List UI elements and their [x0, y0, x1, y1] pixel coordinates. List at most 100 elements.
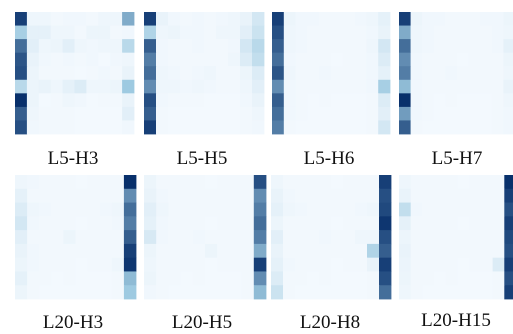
heatmap-cell — [342, 93, 355, 108]
heatmap-cell — [503, 66, 513, 81]
heatmap-cell — [445, 66, 458, 81]
heatmap-cell — [319, 257, 332, 272]
heatmap-cell — [123, 175, 137, 190]
heatmap-cell — [503, 39, 513, 54]
heatmap-cell — [366, 106, 379, 121]
heatmap-cell — [99, 202, 113, 217]
panel-caption: L5-H5 — [177, 148, 228, 169]
heatmap-cell — [491, 12, 504, 26]
heatmap-cell — [457, 202, 470, 217]
heatmap-cell — [156, 66, 169, 81]
heatmap-cell — [27, 243, 40, 259]
heatmap-cell — [307, 120, 320, 135]
heatmap-cell — [295, 202, 308, 217]
heatmap-cell — [354, 25, 367, 40]
heatmap-cell — [379, 243, 392, 259]
heatmap-cell — [229, 243, 242, 259]
heatmap-cell — [445, 25, 458, 40]
heatmap-cell — [410, 93, 423, 108]
heatmap-cell — [468, 39, 481, 54]
heatmap-cell — [445, 285, 458, 300]
heatmap-cell — [15, 285, 28, 300]
heatmap-cell — [295, 285, 308, 300]
heatmap-cell — [144, 257, 157, 272]
heatmap-cell — [283, 271, 296, 286]
heatmap-cell — [319, 175, 332, 190]
heatmap-cell — [480, 257, 493, 272]
heatmap-cell — [87, 285, 101, 300]
heatmap-cell — [98, 79, 111, 94]
heatmap-cell — [98, 106, 111, 121]
heatmap-cell — [180, 271, 194, 286]
heatmap-cell — [331, 216, 344, 231]
heatmap-cell — [480, 39, 493, 54]
heatmap-cell — [63, 243, 76, 259]
heatmap-cell — [110, 25, 123, 40]
heatmap-cell — [469, 271, 482, 286]
heatmap-cell — [283, 243, 296, 259]
heatmap-cell — [217, 243, 230, 259]
heatmap-cell — [156, 257, 169, 272]
heatmap-cell — [283, 39, 296, 54]
heatmap-cell — [86, 106, 99, 121]
heatmap-cell — [156, 230, 169, 245]
heatmap-cell — [192, 257, 206, 272]
heatmap-cell — [62, 66, 75, 81]
heatmap-cell — [74, 106, 87, 121]
heatmap-cell — [192, 175, 206, 190]
heatmap-cell — [379, 257, 392, 272]
heatmap-cell — [457, 243, 470, 259]
heatmap-cell — [252, 66, 265, 81]
heatmap-cell — [240, 66, 253, 81]
heatmap-cell — [27, 230, 40, 245]
heatmap-cell — [343, 216, 356, 231]
heatmap-cell — [354, 66, 367, 81]
heatmap-cell — [51, 230, 64, 245]
heatmap-cell — [331, 25, 344, 40]
heatmap-cell — [272, 120, 285, 135]
heatmap-cell — [74, 93, 87, 108]
heatmap-cell — [283, 285, 296, 300]
heatmap-cell — [410, 25, 423, 40]
heatmap-cell — [99, 257, 113, 272]
heatmap-cell — [295, 12, 308, 26]
heatmap-cell — [272, 52, 285, 67]
heatmap-cell — [399, 202, 412, 217]
heatmap-cell — [26, 93, 40, 108]
heatmap-cell — [180, 12, 193, 26]
heatmap-cell — [15, 66, 28, 81]
heatmap-panel-l5-h6: L5-H6 — [272, 12, 391, 169]
heatmap-cell — [217, 216, 230, 231]
heatmap-cell — [205, 230, 218, 245]
heatmap-cell — [355, 202, 368, 217]
heatmap-cell — [144, 39, 157, 54]
heatmap-cell — [156, 216, 169, 231]
heatmap-cell — [410, 52, 423, 67]
heatmap-cell — [50, 106, 63, 121]
heatmap-cell — [433, 25, 446, 40]
heatmap-cell — [39, 230, 52, 245]
heatmap-cell — [422, 12, 435, 26]
heatmap-cell — [410, 202, 423, 217]
heatmap-cell — [26, 120, 40, 135]
heatmap-cell — [26, 79, 40, 94]
heatmap-cell — [367, 216, 380, 231]
heatmap-cell — [204, 39, 217, 54]
heatmap-cell — [307, 25, 320, 40]
heatmap-cell — [272, 79, 285, 94]
heatmap-cell — [331, 52, 344, 67]
heatmap-cell — [192, 25, 205, 40]
heatmap-cell — [217, 188, 230, 203]
heatmap-cell — [168, 66, 181, 81]
heatmap-cell — [343, 257, 356, 272]
heatmap-cell — [295, 79, 308, 94]
heatmap-cell — [457, 120, 469, 135]
heatmap-cell — [378, 25, 391, 40]
heatmap-cell — [283, 216, 296, 231]
heatmap-cell — [252, 79, 265, 94]
heatmap-cell — [123, 257, 137, 272]
heatmap-cell — [99, 230, 113, 245]
heatmap-cell — [354, 93, 367, 108]
heatmap-cell — [342, 25, 355, 40]
heatmap-cell — [156, 285, 169, 300]
